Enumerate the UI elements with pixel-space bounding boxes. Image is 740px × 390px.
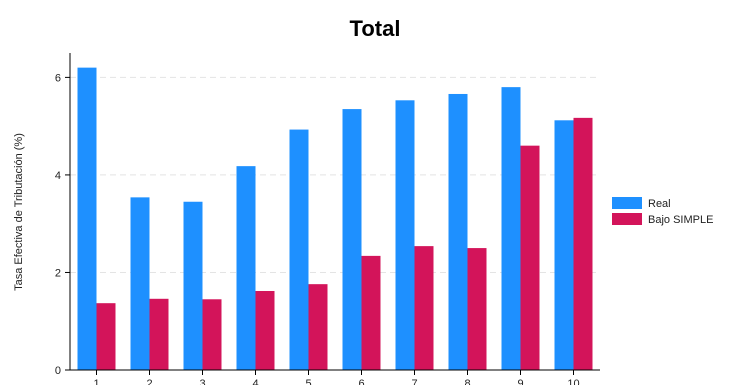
bar-bajo-simple-5 bbox=[308, 284, 328, 370]
bar-real-5 bbox=[289, 129, 309, 370]
bar-real-2 bbox=[130, 197, 150, 370]
bar-bajo-simple-6 bbox=[361, 255, 381, 370]
x-tick-label: 2 bbox=[146, 378, 152, 385]
bar-real-9 bbox=[501, 87, 521, 370]
y-tick-label: 2 bbox=[55, 267, 61, 279]
y-axis-label: Tasa Efectiva de Tributación (%) bbox=[13, 133, 25, 291]
x-tick-label: 4 bbox=[252, 378, 258, 385]
bar-real-7 bbox=[395, 100, 415, 370]
bar-real-10 bbox=[554, 120, 574, 370]
legend-label: Bajo SIMPLE bbox=[648, 214, 713, 226]
x-tick-label: 7 bbox=[411, 378, 417, 385]
x-tick-label: 9 bbox=[517, 378, 523, 385]
bars bbox=[77, 67, 593, 371]
x-axis-ticks: 1 2 3 4 5 6 7 8 9 10 bbox=[93, 370, 580, 390]
bar-bajo-simple-10 bbox=[573, 117, 593, 371]
legend-swatch bbox=[612, 213, 642, 225]
y-tick-label: 4 bbox=[55, 170, 61, 182]
legend-swatch bbox=[612, 197, 642, 209]
bar-real-4 bbox=[236, 166, 256, 370]
y-tick-label: 6 bbox=[55, 72, 61, 84]
bar-real-3 bbox=[183, 201, 203, 370]
x-tick-label: 6 bbox=[358, 378, 364, 385]
bar-bajo-simple-9 bbox=[520, 145, 540, 370]
x-tick-label: 3 bbox=[199, 378, 205, 385]
x-tick-label: 10 bbox=[567, 378, 579, 385]
bar-bajo-simple-2 bbox=[149, 298, 169, 370]
bar-real-6 bbox=[342, 109, 362, 370]
bar-bajo-simple-4 bbox=[255, 290, 275, 370]
y-tick-label: 0 bbox=[55, 365, 61, 377]
axes bbox=[69, 53, 600, 371]
x-tick-label: 5 bbox=[305, 378, 311, 385]
bar-bajo-simple-1 bbox=[96, 303, 116, 370]
legend: Real Bajo SIMPLE bbox=[612, 197, 713, 226]
bar-bajo-simple-3 bbox=[202, 299, 222, 370]
bar-real-8 bbox=[448, 93, 468, 370]
legend-label: Real bbox=[648, 198, 671, 210]
y-axis-ticks: 0 2 4 6 bbox=[55, 72, 70, 377]
chart-title: Total bbox=[350, 16, 401, 41]
x-tick-label: 8 bbox=[464, 378, 470, 385]
bar-bajo-simple-7 bbox=[414, 246, 434, 370]
bar-bajo-simple-8 bbox=[467, 248, 487, 370]
x-tick-label: 1 bbox=[93, 378, 99, 385]
bar-real-1 bbox=[77, 67, 97, 370]
